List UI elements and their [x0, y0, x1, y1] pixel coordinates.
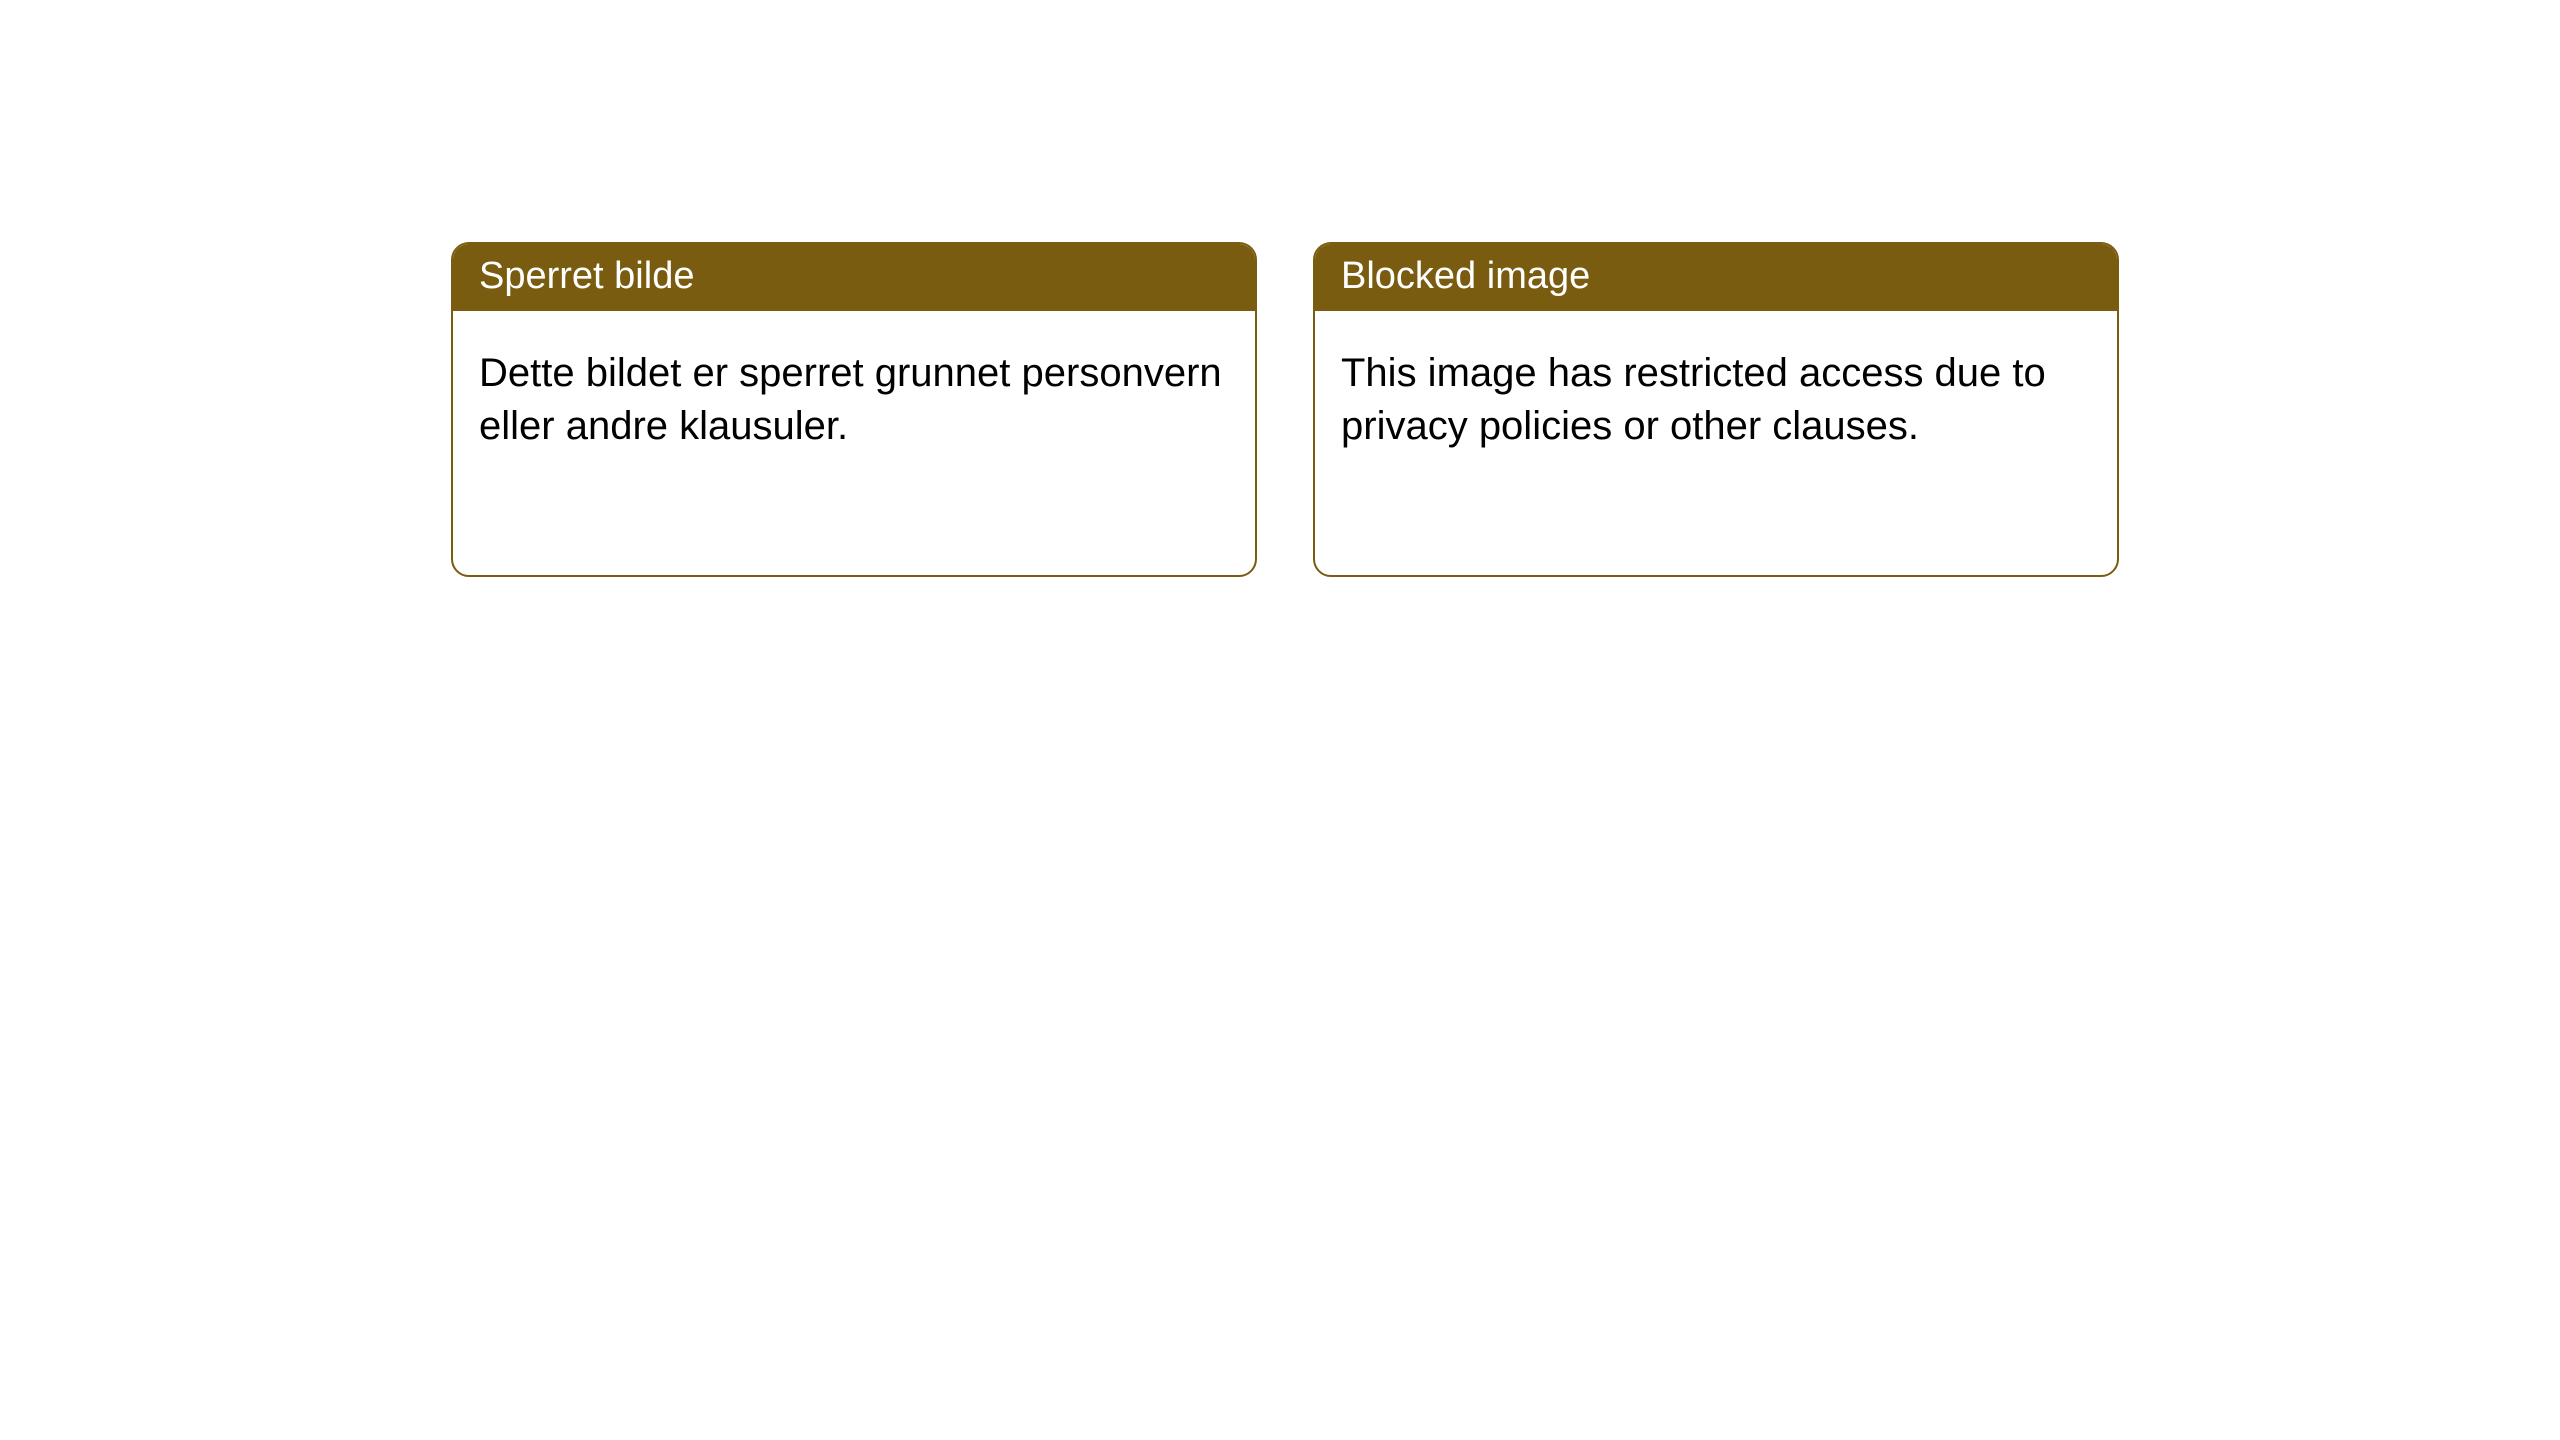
panel-body: Dette bildet er sperret grunnet personve…: [453, 311, 1255, 479]
notice-container: Sperret bilde Dette bildet er sperret gr…: [0, 0, 2560, 577]
panel-title: Sperret bilde: [479, 255, 694, 297]
panel-header: Sperret bilde: [453, 244, 1255, 311]
panel-title: Blocked image: [1341, 255, 1590, 297]
panel-body-text: Dette bildet er sperret grunnet personve…: [479, 351, 1222, 448]
panel-body-text: This image has restricted access due to …: [1341, 351, 2046, 448]
panel-header: Blocked image: [1315, 244, 2117, 311]
notice-panel-norwegian: Sperret bilde Dette bildet er sperret gr…: [451, 242, 1257, 577]
panel-body: This image has restricted access due to …: [1315, 311, 2117, 479]
notice-panel-english: Blocked image This image has restricted …: [1313, 242, 2119, 577]
